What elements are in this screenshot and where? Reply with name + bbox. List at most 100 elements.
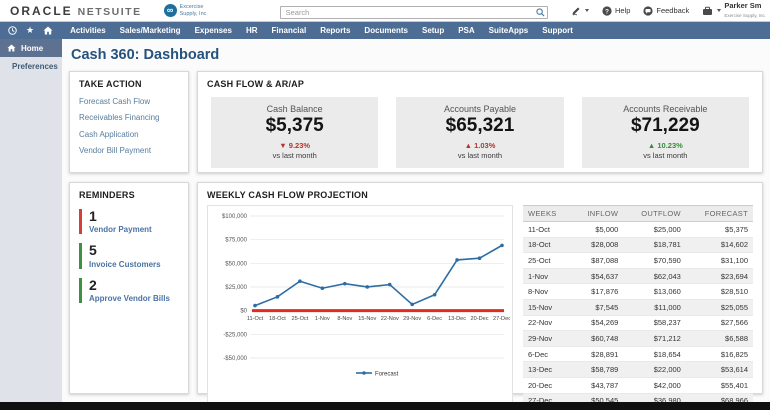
nav-item-hr[interactable]: HR <box>245 26 258 35</box>
table-cell: $28,510 <box>685 283 753 300</box>
kpi-cash-balance: Cash Balance $5,375 ▼ 9.23% vs last month <box>211 97 379 168</box>
table-row: 22-Nov $54,269 $58,237 $27,566 <box>523 315 753 332</box>
table-cell: $13,060 <box>623 283 686 300</box>
main-navbar: ★ Activities Sales/Marketing Expenses HR Fin… <box>0 22 770 39</box>
recent-records-icon[interactable] <box>8 26 17 35</box>
sidebar-item-label: Home <box>21 43 44 53</box>
nav-item-setup[interactable]: Setup <box>421 26 445 35</box>
svg-text:$0: $0 <box>240 309 247 315</box>
table-cell: $7,545 <box>571 299 624 316</box>
table-cell: $14,602 <box>685 237 753 254</box>
projection-heading: WEEKLY CASH FLOW PROJECTION <box>207 190 368 200</box>
svg-text:-$25,000: -$25,000 <box>223 332 247 338</box>
shortcuts-star-icon[interactable]: ★ <box>26 25 35 35</box>
kpi-subtext: vs last month <box>272 151 317 160</box>
table-cell: $25,000 <box>623 221 686 238</box>
search-input[interactable] <box>279 5 548 19</box>
help-icon: ? <box>602 5 612 16</box>
help-label: Help <box>614 6 631 15</box>
table-cell: $18,654 <box>623 346 686 363</box>
table-cell: $17,876 <box>571 283 624 300</box>
kpi-subtext: vs last month <box>457 151 503 160</box>
search-icon[interactable] <box>535 4 545 22</box>
table-cell: $54,269 <box>571 315 624 332</box>
reminder-approve-vendor-bills[interactable]: 2 Approve Vendor Bills <box>79 277 179 304</box>
column-header-weeks: WEEKS <box>523 205 572 222</box>
action-link-forecast-cash-flow[interactable]: Forecast Cash Flow <box>79 96 151 106</box>
svg-text:6-Dec: 6-Dec <box>427 316 442 322</box>
company-logo[interactable]: ∞ Excercise Supply, Inc <box>163 4 218 17</box>
header-actions: ? Help Feedback Parker Sm Exercise Suppl… <box>571 2 766 19</box>
table-row: 20-Dec $43,787 $42,000 $55,401 <box>523 377 753 394</box>
reminder-vendor-payment[interactable]: 1 Vendor Payment <box>79 208 179 235</box>
feedback-button[interactable]: Feedback <box>643 5 689 16</box>
table-body: 11-Oct $5,000 $25,000 $5,375 18-Oct $28,008 $1… <box>523 221 753 410</box>
sidebar-item-home[interactable]: Home <box>0 39 62 57</box>
table-row: 11-Oct $5,000 $25,000 $5,375 <box>523 221 753 238</box>
bottom-taskbar-edge <box>0 402 770 410</box>
take-action-panel: TAKE ACTION Forecast Cash Flow Receivable… <box>69 71 189 173</box>
table-cell: $25,055 <box>685 299 753 316</box>
weekly-projection-panel: WEEKLY CASH FLOW PROJECTION $100,000 $75,… <box>197 182 763 410</box>
table-row: 15-Nov $7,545 $11,000 $25,055 <box>523 299 753 316</box>
nav-item-suiteapps[interactable]: SuiteApps <box>488 26 529 35</box>
nav-quick-icons: ★ <box>8 26 53 35</box>
nav-item-expenses[interactable]: Expenses <box>194 26 232 35</box>
kpi-delta: ▼ 9.23% <box>279 141 311 150</box>
table-cell: $28,008 <box>571 237 624 254</box>
table-cell: 1-Nov <box>523 268 572 285</box>
briefcase-icon <box>703 6 713 15</box>
table-cell: $54,637 <box>571 268 624 285</box>
nav-menu: Activities Sales/Marketing Expenses HR Finan… <box>63 26 580 35</box>
svg-text:25-Oct: 25-Oct <box>292 316 309 322</box>
table-header-row: WEEKS INFLOW OUTFLOW FORECAST <box>523 205 753 222</box>
nav-item-financial[interactable]: Financial <box>271 26 307 35</box>
table-cell: $28,891 <box>571 346 624 363</box>
home-icon[interactable] <box>43 26 53 35</box>
table-cell: $71,212 <box>623 330 686 347</box>
svg-text:29-Nov: 29-Nov <box>403 316 421 322</box>
nav-item-activities[interactable]: Activities <box>70 26 106 35</box>
kpi-subtext: vs last month <box>643 151 688 160</box>
kpi-delta: ▲ 1.03% <box>464 141 496 150</box>
action-link-cash-application[interactable]: Cash Application <box>79 129 139 139</box>
quick-create-icon <box>572 7 580 15</box>
kpi-value: $71,229 <box>630 115 700 136</box>
table-cell: 15-Nov <box>523 299 572 316</box>
svg-text:?: ? <box>605 8 609 15</box>
table-cell: 8-Nov <box>523 283 572 300</box>
take-action-heading: TAKE ACTION <box>79 79 142 89</box>
nav-item-sales-marketing[interactable]: Sales/Marketing <box>119 26 181 35</box>
table-cell: $5,000 <box>571 221 624 238</box>
table-cell: $43,787 <box>571 377 624 394</box>
svg-text:15-Nov: 15-Nov <box>358 316 376 322</box>
sidebar-item-preferences[interactable]: Preferences <box>0 57 62 75</box>
column-header-forecast: FORECAST <box>685 205 753 222</box>
svg-text:20-Dec: 20-Dec <box>471 316 489 322</box>
user-role-menu[interactable]: Parker Sm Exercise Supply, Inc. <box>702 2 766 19</box>
reminder-count: 5 <box>89 242 97 259</box>
table-cell: $6,588 <box>685 330 753 347</box>
sidebar-item-label: Preferences <box>12 61 58 71</box>
nav-item-documents[interactable]: Documents <box>364 26 408 35</box>
reminders-heading: REMINDERS <box>79 190 135 200</box>
kpi-delta: ▲ 10.23% <box>647 141 683 150</box>
nav-item-reports[interactable]: Reports <box>320 26 351 35</box>
forecast-table: WEEKS INFLOW OUTFLOW FORECAST 11-Oct $5,000 $… <box>523 205 753 410</box>
help-button[interactable]: ? Help <box>602 5 631 16</box>
table-cell: $11,000 <box>623 299 686 316</box>
kpi-title: Accounts Payable <box>443 104 517 114</box>
oracle-netsuite-logo[interactable]: ORACLE NETSUITE <box>10 4 142 18</box>
kpi-value: $5,375 <box>265 115 324 136</box>
quick-create-menu[interactable] <box>571 6 589 16</box>
action-link-receivables-financing[interactable]: Receivables Financing <box>79 113 160 122</box>
nav-item-psa[interactable]: PSA <box>458 26 475 35</box>
table-cell: $58,789 <box>571 361 624 378</box>
reminder-invoice-customers[interactable]: 5 Invoice Customers <box>79 242 179 269</box>
table-row: 18-Oct $28,008 $18,781 $14,602 <box>523 237 753 254</box>
action-link-vendor-bill-payment[interactable]: Vendor Bill Payment <box>79 146 152 155</box>
kpi-row: Cash Balance $5,375 ▼ 9.23% vs last month Ac… <box>207 97 753 168</box>
nav-item-support[interactable]: Support <box>542 26 573 35</box>
table-cell: $31,100 <box>685 252 753 269</box>
